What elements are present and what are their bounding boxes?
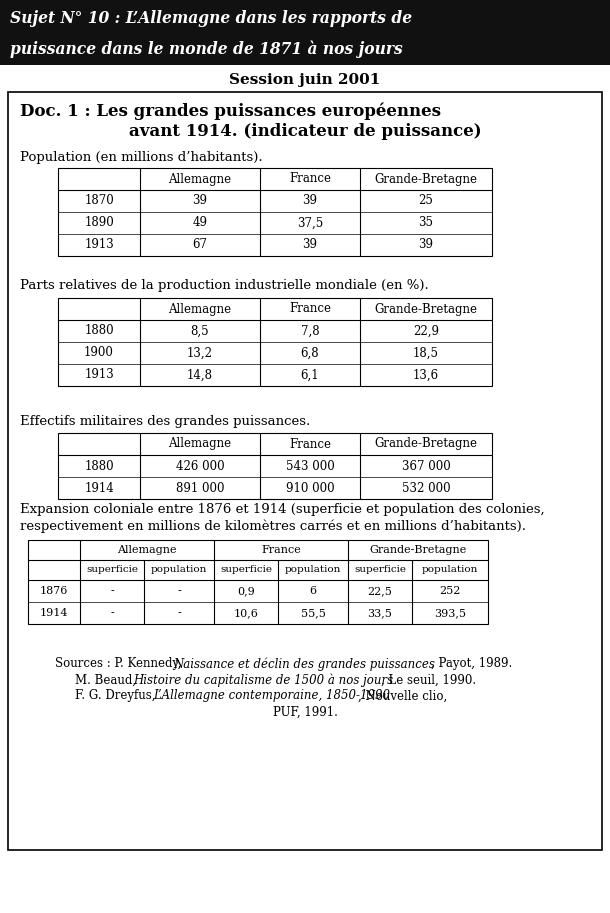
Text: 910 000: 910 000 xyxy=(285,481,334,495)
Text: 1870: 1870 xyxy=(84,194,114,207)
Text: France: France xyxy=(289,173,331,185)
Bar xyxy=(28,540,488,624)
Text: Doc. 1 : Les grandes puissances européennes: Doc. 1 : Les grandes puissances européen… xyxy=(20,102,441,120)
Text: , Le seuil, 1990.: , Le seuil, 1990. xyxy=(381,674,476,687)
Text: Histoire du capitalisme de 1500 à nos jours: Histoire du capitalisme de 1500 à nos jo… xyxy=(133,673,393,687)
Text: Parts relatives de la production industrielle mondiale (en %).: Parts relatives de la production industr… xyxy=(20,279,429,292)
Text: Expansion coloniale entre 1876 et 1914 (superficie et population des colonies,: Expansion coloniale entre 1876 et 1914 (… xyxy=(20,503,545,517)
Text: Grande-Bretagne: Grande-Bretagne xyxy=(375,173,478,185)
Text: Population (en millions d’habitants).: Population (en millions d’habitants). xyxy=(20,151,263,163)
Bar xyxy=(8,92,602,850)
Text: 1876: 1876 xyxy=(40,586,68,596)
Text: 1914: 1914 xyxy=(40,608,68,618)
Text: Effectifs militaires des grandes puissances.: Effectifs militaires des grandes puissan… xyxy=(20,415,310,427)
Text: 35: 35 xyxy=(418,216,434,229)
Text: 25: 25 xyxy=(418,194,434,207)
Text: 67: 67 xyxy=(193,238,207,251)
Text: 0,9: 0,9 xyxy=(237,586,255,596)
Text: 6,8: 6,8 xyxy=(301,347,319,360)
Text: 1913: 1913 xyxy=(84,369,114,382)
Text: , Payot, 1989.: , Payot, 1989. xyxy=(431,657,512,670)
Text: M. Beaud,: M. Beaud, xyxy=(75,674,140,687)
Text: 543 000: 543 000 xyxy=(285,459,334,473)
Text: 393,5: 393,5 xyxy=(434,608,466,618)
Text: population: population xyxy=(422,565,478,574)
Text: 6,1: 6,1 xyxy=(301,369,319,382)
Text: 1900: 1900 xyxy=(84,347,114,360)
Text: Sujet N° 10 : L’Allemagne dans les rapports de: Sujet N° 10 : L’Allemagne dans les rappo… xyxy=(10,10,412,26)
Text: Allemagne: Allemagne xyxy=(168,437,232,450)
Text: 14,8: 14,8 xyxy=(187,369,213,382)
Text: Grande-Bretagne: Grande-Bretagne xyxy=(375,437,478,450)
Text: 22,9: 22,9 xyxy=(413,324,439,338)
Text: 55,5: 55,5 xyxy=(301,608,326,618)
Text: 1880: 1880 xyxy=(84,459,114,473)
Text: Naissance et déclin des grandes puissances: Naissance et déclin des grandes puissanc… xyxy=(173,657,435,671)
Text: 1890: 1890 xyxy=(84,216,114,229)
Text: 367 000: 367 000 xyxy=(401,459,450,473)
Text: L’Allemagne contemporaine, 1850-1990: L’Allemagne contemporaine, 1850-1990 xyxy=(153,689,390,702)
Text: 8,5: 8,5 xyxy=(191,324,209,338)
Text: 1914: 1914 xyxy=(84,481,114,495)
Text: 39: 39 xyxy=(303,238,317,251)
Text: 252: 252 xyxy=(439,586,461,596)
Text: 1913: 1913 xyxy=(84,238,114,251)
Bar xyxy=(58,298,492,386)
Text: France: France xyxy=(289,437,331,450)
Text: 891 000: 891 000 xyxy=(176,481,224,495)
Text: 6: 6 xyxy=(309,586,317,596)
Text: 10,6: 10,6 xyxy=(234,608,259,618)
Text: Allemagne: Allemagne xyxy=(168,302,232,316)
Bar xyxy=(58,168,492,256)
Text: puissance dans le monde de 1871 à nos jours: puissance dans le monde de 1871 à nos jo… xyxy=(10,41,403,58)
Text: population: population xyxy=(151,565,207,574)
Text: 1880: 1880 xyxy=(84,324,114,338)
Bar xyxy=(0,0,610,65)
Text: France: France xyxy=(261,545,301,555)
Text: 532 000: 532 000 xyxy=(402,481,450,495)
Text: 13,6: 13,6 xyxy=(413,369,439,382)
Text: PUF, 1991.: PUF, 1991. xyxy=(273,706,337,719)
Text: superficie: superficie xyxy=(86,565,138,574)
Text: Sources : P. Kennedy,: Sources : P. Kennedy, xyxy=(55,657,185,670)
Text: -: - xyxy=(177,586,181,596)
Text: superficie: superficie xyxy=(220,565,272,574)
Text: 39: 39 xyxy=(418,238,434,251)
Text: Grande-Bretagne: Grande-Bretagne xyxy=(375,302,478,316)
Text: 22,5: 22,5 xyxy=(368,586,392,596)
Text: 49: 49 xyxy=(193,216,207,229)
Text: population: population xyxy=(285,565,341,574)
Text: 33,5: 33,5 xyxy=(368,608,392,618)
Text: Session juin 2001: Session juin 2001 xyxy=(229,73,381,87)
Text: Grande-Bretagne: Grande-Bretagne xyxy=(370,545,467,555)
Text: France: France xyxy=(289,302,331,316)
Text: Allemagne: Allemagne xyxy=(117,545,177,555)
Text: respectivement en millions de kilomètres carrés et en millions d’habitants).: respectivement en millions de kilomètres… xyxy=(20,519,526,533)
Text: 39: 39 xyxy=(193,194,207,207)
Text: 18,5: 18,5 xyxy=(413,347,439,360)
Text: superficie: superficie xyxy=(354,565,406,574)
Text: 37,5: 37,5 xyxy=(297,216,323,229)
Text: -: - xyxy=(110,586,114,596)
Text: -: - xyxy=(177,608,181,618)
Text: 7,8: 7,8 xyxy=(301,324,319,338)
Text: , Nouvelle clio,: , Nouvelle clio, xyxy=(358,689,447,702)
Text: F. G. Dreyfus,: F. G. Dreyfus, xyxy=(75,689,159,702)
Text: 13,2: 13,2 xyxy=(187,347,213,360)
Text: 39: 39 xyxy=(303,194,317,207)
Text: 426 000: 426 000 xyxy=(176,459,224,473)
Text: avant 1914. (indicateur de puissance): avant 1914. (indicateur de puissance) xyxy=(129,123,481,141)
Text: -: - xyxy=(110,608,114,618)
Bar xyxy=(58,433,492,499)
Text: Allemagne: Allemagne xyxy=(168,173,232,185)
